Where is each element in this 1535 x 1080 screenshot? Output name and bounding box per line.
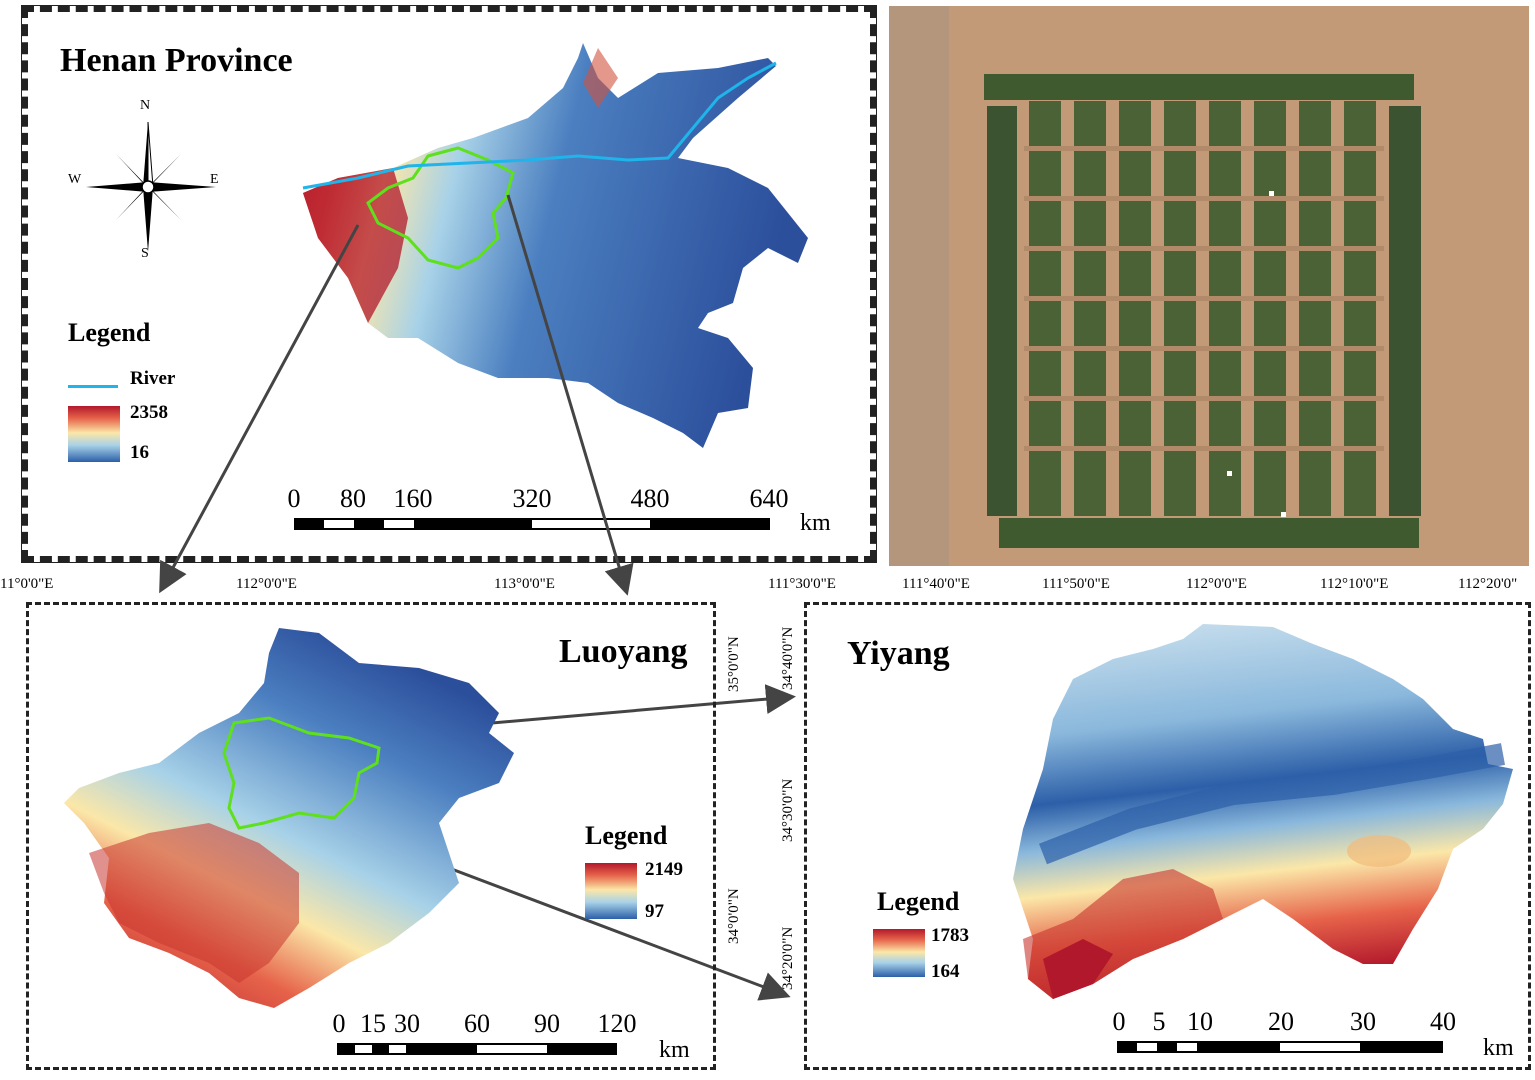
- henan-scale-unit: km: [800, 510, 831, 536]
- luoyang-lat-2: 34°0'0"N: [726, 888, 742, 944]
- luoyang-title: Luoyang: [559, 633, 688, 670]
- yiyang-scale-unit: km: [1483, 1035, 1514, 1061]
- yiyang-scale-bar-graphic: [1117, 1041, 1443, 1053]
- henan-scale-bar: [294, 518, 770, 530]
- luoyang-lon-2: 112°0'0"E: [236, 576, 297, 592]
- yiyang-scale-30: 30: [1350, 1007, 1376, 1036]
- yiyang-scale-20: 20: [1268, 1007, 1294, 1036]
- yiyang-lon-1: 111°30'0"E: [768, 576, 836, 592]
- luoyang-scale-bar-graphic: [337, 1043, 617, 1055]
- field-plots-image: [889, 6, 1529, 566]
- henan-scale-0: 0: [287, 484, 301, 513]
- yiyang-map-panel: Yiyang Legend 1783 164 0 5 10 20 3: [804, 602, 1531, 1070]
- yiyang-scale-0: 0: [1112, 1007, 1126, 1036]
- compass-w: W: [68, 172, 82, 187]
- henan-map-panel: Henan Province N S W E Legend River 2358…: [21, 5, 877, 563]
- yiyang-title: Yiyang: [847, 635, 950, 672]
- luoyang-scale-unit: km: [659, 1037, 690, 1063]
- luoyang-legend-max: 2149: [645, 859, 683, 880]
- luoyang-map-panel: Luoyang Legend 2149 97 0 15 30 60 90 120…: [26, 602, 716, 1070]
- compass-s: S: [141, 246, 149, 261]
- yiyang-legend-title: Legend: [877, 887, 960, 916]
- compass-n: N: [140, 98, 151, 113]
- luoyang-elevation-map: [64, 628, 514, 1008]
- henan-legend-min: 16: [130, 442, 149, 463]
- aerial-field-photo: [889, 6, 1529, 566]
- river-legend-line: [68, 385, 118, 388]
- yiyang-lon-2: 111°40'0"E: [902, 576, 970, 592]
- luoyang-scale-90: 90: [534, 1009, 560, 1038]
- yiyang-lon-5: 112°10'0"E: [1320, 576, 1389, 592]
- yiyang-lat-3: 34°20'0"N: [780, 926, 796, 990]
- henan-scale-80: 80: [340, 484, 366, 513]
- luoyang-lon-3: 113°0'0"E: [494, 576, 555, 592]
- luoyang-legend-title: Legend: [585, 821, 668, 850]
- yiyang-lon-3: 111°50'0"E: [1042, 576, 1110, 592]
- compass-e: E: [210, 172, 219, 187]
- yiyang-legend-max: 1783: [931, 925, 969, 946]
- yiyang-scale-10: 10: [1187, 1007, 1213, 1036]
- yiyang-lon-6: 112°20'0": [1458, 576, 1518, 592]
- luoyang-scale-15: 15: [360, 1009, 386, 1038]
- yiyang-elevation-ramp: [873, 929, 925, 977]
- yiyang-legend-min: 164: [931, 961, 960, 982]
- henan-elevation-ramp: [68, 406, 120, 462]
- yiyang-scale-40: 40: [1430, 1007, 1456, 1036]
- luoyang-legend-min: 97: [645, 901, 664, 922]
- luoyang-scale-0: 0: [332, 1009, 346, 1038]
- henan-scale-640: 640: [749, 484, 789, 513]
- henan-elevation-map: [302, 43, 808, 448]
- luoyang-scale-120: 120: [597, 1009, 637, 1038]
- yiyang-lat-1: 34°40'0"N: [780, 626, 796, 690]
- henan-scale-480: 480: [630, 484, 670, 513]
- luoyang-lat-1: 35°0'0"N: [726, 636, 742, 692]
- henan-scale-320: 320: [512, 484, 552, 513]
- compass-rose-icon: [86, 121, 216, 252]
- luoyang-scale-60: 60: [464, 1009, 490, 1038]
- river-legend-label: River: [130, 368, 176, 389]
- yiyang-lon-4: 112°0'0"E: [1186, 576, 1247, 592]
- yiyang-lat-2: 34°30'0"N: [780, 778, 796, 842]
- henan-legend-max: 2358: [130, 402, 168, 423]
- luoyang-scale-30: 30: [394, 1009, 420, 1038]
- yiyang-scale-5: 5: [1152, 1007, 1166, 1036]
- henan-scale-160: 160: [393, 484, 433, 513]
- luoyang-elevation-ramp: [585, 863, 637, 919]
- henan-legend-title: Legend: [68, 318, 151, 347]
- yiyang-elevation-map: [1013, 624, 1513, 999]
- luoyang-lon-1: 11°0'0"E: [0, 576, 54, 592]
- henan-title: Henan Province: [60, 42, 293, 79]
